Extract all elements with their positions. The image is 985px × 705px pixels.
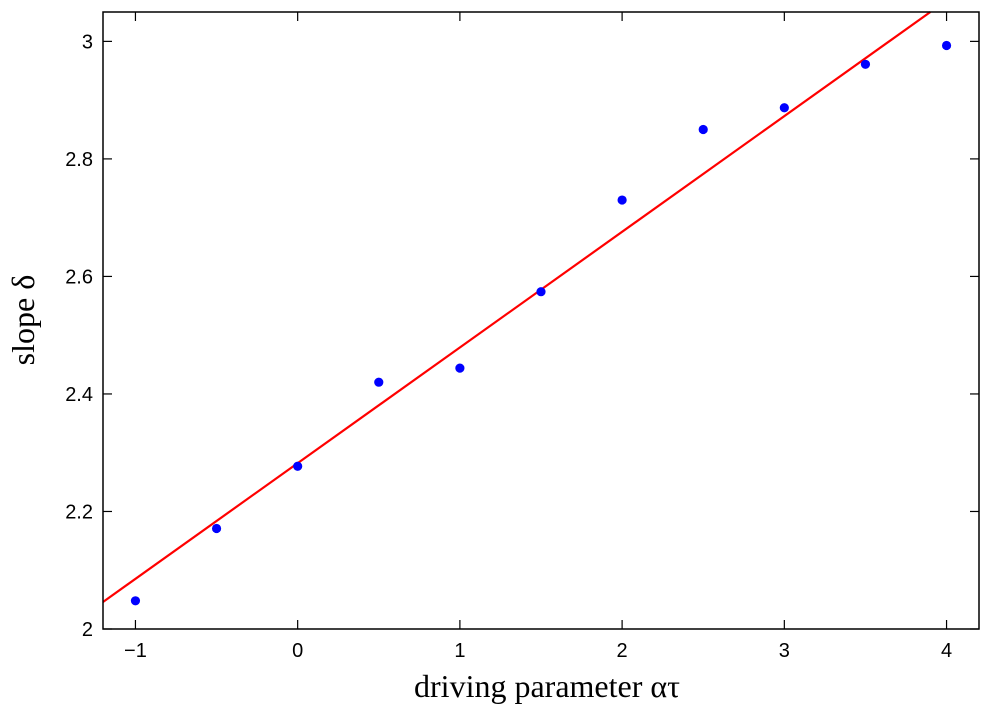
x-tick-label: 4: [941, 640, 952, 662]
data-point: [698, 124, 708, 135]
x-tick-label: 0: [292, 640, 303, 662]
plot-area-frame: [102, 11, 980, 630]
data-point: [130, 596, 141, 606]
x-tick-label: 1: [454, 640, 465, 662]
y-tick-label: 2.8: [65, 149, 93, 171]
x-tick-label: 3: [779, 640, 790, 662]
x-tick-label: 2: [617, 640, 628, 662]
x-tick-label: −1: [124, 640, 147, 662]
y-tick-label: 2.4: [65, 384, 93, 406]
data-point: [293, 461, 303, 471]
tick-marks: [103, 12, 979, 630]
data-point: [860, 59, 871, 69]
y-tick-label: 2.2: [65, 501, 93, 523]
data-point: [617, 195, 627, 205]
data-point: [779, 103, 789, 113]
data-point: [455, 363, 465, 373]
x-axis-label: driving parameter ατ: [414, 668, 680, 704]
fit-line: [102, 11, 931, 603]
tick-labels: −1 0 1 2 3 4 2 2.2 2.4 2.6 2.8 3: [65, 31, 952, 662]
y-tick-label: 2.6: [65, 266, 93, 288]
y-tick-label: 3: [82, 31, 93, 53]
y-axis-label: slope δ: [5, 275, 41, 366]
data-point: [941, 40, 952, 51]
data-point: [374, 377, 384, 387]
data-point: [536, 287, 546, 297]
plot-series: [102, 11, 952, 606]
data-point: [211, 523, 222, 534]
y-tick-label: 2: [82, 619, 93, 641]
